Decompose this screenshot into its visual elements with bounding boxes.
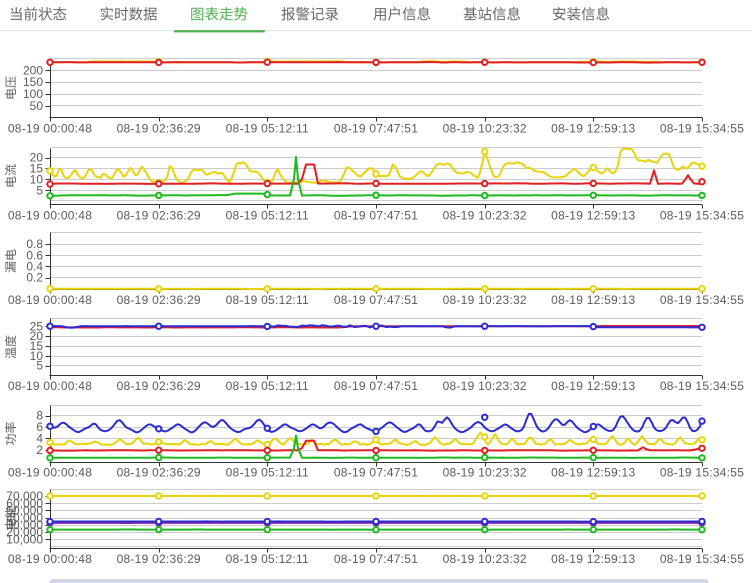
svg-text:100: 100 [23, 87, 43, 101]
svg-text:08-19 15:34:55: 08-19 15:34:55 [660, 379, 744, 393]
svg-text:10,000: 10,000 [6, 532, 43, 546]
svg-text:0.4: 0.4 [26, 260, 43, 274]
svg-text:5: 5 [36, 359, 43, 373]
svg-text:08-19 00:00:48: 08-19 00:00:48 [8, 379, 92, 393]
svg-text:08-19 12:59:13: 08-19 12:59:13 [551, 379, 635, 393]
svg-text:10: 10 [30, 349, 44, 363]
svg-text:08-19 02:36:29: 08-19 02:36:29 [117, 552, 201, 566]
svg-text:10: 10 [30, 172, 44, 186]
svg-text:08-19 10:23:32: 08-19 10:23:32 [443, 552, 527, 566]
svg-text:0.8: 0.8 [26, 237, 43, 251]
svg-text:0.6: 0.6 [26, 248, 43, 262]
svg-text:08-19 05:12:11: 08-19 05:12:11 [226, 465, 309, 479]
svg-text:200: 200 [23, 64, 43, 78]
svg-text:08-19 05:12:11: 08-19 05:12:11 [226, 121, 309, 135]
svg-text:08-19 02:36:29: 08-19 02:36:29 [117, 465, 201, 479]
svg-text:50: 50 [30, 99, 44, 113]
svg-text:5: 5 [36, 183, 43, 197]
svg-text:0.2: 0.2 [26, 271, 43, 285]
svg-text:08-19 07:47:51: 08-19 07:47:51 [334, 552, 418, 566]
svg-text:25: 25 [30, 319, 44, 333]
svg-text:8: 8 [36, 409, 43, 423]
svg-text:08-19 15:34:55: 08-19 15:34:55 [660, 552, 744, 566]
svg-text:08-19 02:36:29: 08-19 02:36:29 [117, 208, 201, 222]
svg-text:70,000: 70,000 [6, 489, 43, 503]
svg-text:08-19 05:12:11: 08-19 05:12:11 [226, 379, 309, 393]
svg-text:08-19 02:36:29: 08-19 02:36:29 [117, 293, 201, 307]
svg-text:08-19 07:47:51: 08-19 07:47:51 [334, 121, 418, 135]
svg-text:08-19 10:23:32: 08-19 10:23:32 [443, 121, 527, 135]
svg-text:08-19 05:12:11: 08-19 05:12:11 [226, 208, 309, 222]
svg-text:150: 150 [23, 75, 43, 89]
svg-text:08-19 15:34:55: 08-19 15:34:55 [660, 208, 744, 222]
svg-text:08-19 07:47:51: 08-19 07:47:51 [334, 293, 418, 307]
svg-text:08-19 07:47:51: 08-19 07:47:51 [334, 379, 418, 393]
svg-text:08-19 07:47:51: 08-19 07:47:51 [334, 465, 418, 479]
svg-text:20,000: 20,000 [6, 525, 43, 539]
svg-text:08-19 12:59:13: 08-19 12:59:13 [551, 121, 635, 135]
svg-text:08-19 12:59:13: 08-19 12:59:13 [551, 208, 635, 222]
svg-text:08-19 05:12:11: 08-19 05:12:11 [226, 293, 309, 307]
svg-text:08-19 00:00:48: 08-19 00:00:48 [8, 208, 92, 222]
svg-text:15: 15 [30, 162, 44, 176]
svg-text:2: 2 [36, 443, 43, 457]
svg-text:08-19 00:00:48: 08-19 00:00:48 [8, 293, 92, 307]
svg-text:08-19 10:23:32: 08-19 10:23:32 [443, 208, 527, 222]
svg-text:6: 6 [36, 420, 43, 434]
svg-text:08-19 15:34:55: 08-19 15:34:55 [660, 121, 744, 135]
svg-text:60,000: 60,000 [6, 496, 43, 510]
svg-text:08-19 00:00:48: 08-19 00:00:48 [8, 552, 92, 566]
svg-text:20: 20 [30, 329, 44, 343]
svg-text:4: 4 [36, 432, 43, 446]
svg-text:08-19 05:12:11: 08-19 05:12:11 [226, 552, 309, 566]
svg-text:08-19 10:23:32: 08-19 10:23:32 [443, 379, 527, 393]
svg-text:08-19 10:23:32: 08-19 10:23:32 [443, 465, 527, 479]
svg-text:08-19 00:00:48: 08-19 00:00:48 [8, 465, 92, 479]
svg-text:08-19 02:36:29: 08-19 02:36:29 [117, 379, 201, 393]
svg-text:08-19 00:00:48: 08-19 00:00:48 [8, 121, 92, 135]
svg-text:08-19 12:59:13: 08-19 12:59:13 [551, 552, 635, 566]
svg-text:20: 20 [30, 151, 44, 165]
svg-text:15: 15 [30, 339, 44, 353]
svg-text:08-19 02:36:29: 08-19 02:36:29 [117, 121, 201, 135]
svg-text:08-19 07:47:51: 08-19 07:47:51 [334, 208, 418, 222]
svg-text:08-19 10:23:32: 08-19 10:23:32 [443, 293, 527, 307]
svg-text:08-19 12:59:13: 08-19 12:59:13 [551, 465, 635, 479]
svg-text:08-19 15:34:55: 08-19 15:34:55 [660, 293, 744, 307]
svg-text:08-19 12:59:13: 08-19 12:59:13 [551, 293, 635, 307]
svg-text:08-19 15:34:55: 08-19 15:34:55 [660, 465, 744, 479]
